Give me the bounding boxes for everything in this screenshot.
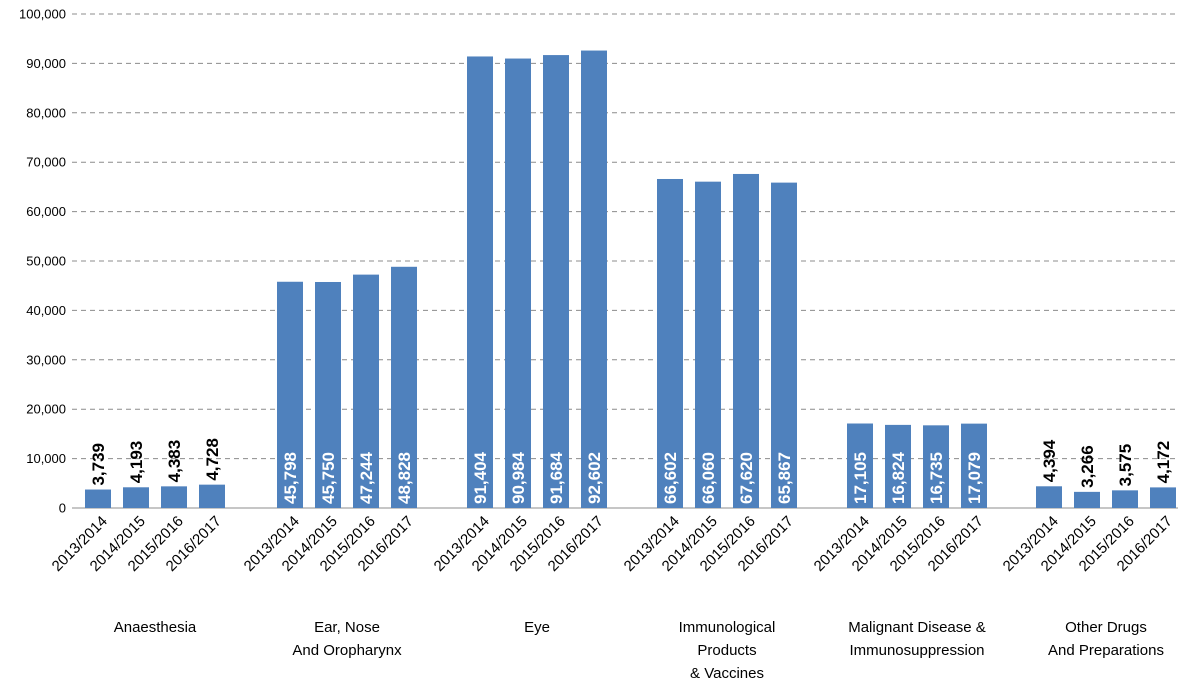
y-tick-label: 30,000	[26, 352, 66, 367]
data-label: 92,602	[585, 452, 604, 504]
bar	[657, 178, 683, 508]
bar	[1112, 490, 1138, 508]
bar	[123, 487, 149, 508]
group-label: Other Drugs And Preparations	[1048, 619, 1164, 659]
bar	[733, 173, 759, 508]
data-label: 4,193	[127, 441, 146, 484]
y-tick-label: 40,000	[26, 303, 66, 318]
data-label: 16,824	[889, 451, 908, 504]
data-label: 65,867	[775, 452, 794, 504]
gridlines	[72, 13, 1178, 509]
bar	[85, 489, 111, 508]
data-label: 90,984	[509, 451, 528, 504]
bar	[1036, 486, 1062, 508]
y-tick-label: 70,000	[26, 155, 66, 170]
data-label: 45,798	[281, 452, 300, 504]
data-label: 17,079	[965, 452, 984, 504]
y-tick-label: 100,000	[19, 7, 66, 22]
bar	[847, 423, 873, 508]
group-labels: Anaesthesia Ear, Nose And Oropharynx Eye Imm…	[114, 619, 1164, 682]
bar	[467, 56, 493, 509]
y-tick-label: 0	[59, 501, 66, 516]
bar	[161, 486, 187, 508]
data-label: 4,394	[1040, 439, 1059, 482]
data-label: 4,728	[203, 438, 222, 481]
y-tick-label: 20,000	[26, 402, 66, 417]
y-tick-label: 10,000	[26, 451, 66, 466]
bar	[199, 484, 225, 508]
bar	[885, 424, 911, 508]
group-label: Malignant Disease & Immunosuppression	[848, 619, 986, 659]
bar	[581, 50, 607, 509]
data-label: 67,620	[737, 452, 756, 504]
group-label: Ear, Nose And Oropharynx	[292, 619, 402, 659]
bar	[1074, 491, 1100, 508]
data-label: 47,244	[357, 451, 376, 504]
bar	[771, 182, 797, 509]
bar	[1150, 487, 1176, 508]
data-label: 66,602	[661, 452, 680, 504]
data-label: 3,575	[1116, 444, 1135, 487]
y-tick-label: 80,000	[26, 105, 66, 120]
data-labels: 3,739 4,193 4,383 4,728 45,798 45,750 47,244 48…	[89, 438, 1173, 504]
data-label: 16,735	[927, 452, 946, 504]
group-label: Eye	[524, 619, 550, 636]
bar	[353, 274, 379, 508]
data-label: 66,060	[699, 452, 718, 504]
data-label: 17,105	[851, 452, 870, 504]
data-label: 91,684	[547, 451, 566, 504]
bar	[923, 425, 949, 508]
bar	[391, 266, 417, 508]
y-tick-label: 60,000	[26, 204, 66, 219]
bar	[277, 281, 303, 508]
bar	[315, 281, 341, 508]
y-tick-label: 90,000	[26, 56, 66, 71]
bar	[695, 181, 721, 508]
bar	[961, 423, 987, 508]
y-tick-label: 50,000	[26, 254, 66, 269]
group-label: Anaesthesia	[114, 619, 197, 636]
group-label: Immunological Products & Vaccines	[679, 619, 776, 682]
data-label: 3,266	[1078, 445, 1097, 488]
y-axis-ticks: 0 10,000 20,000 30,000 40,000 50,000 60,000 70,…	[19, 7, 66, 516]
data-label: 91,404	[471, 451, 490, 504]
bar	[543, 55, 569, 508]
data-label: 48,828	[395, 452, 414, 504]
bars	[85, 50, 1176, 509]
data-label: 45,750	[319, 452, 338, 504]
bar	[505, 58, 531, 509]
data-label: 3,739	[89, 443, 108, 486]
data-label: 4,383	[165, 440, 184, 483]
data-label: 4,172	[1154, 441, 1173, 484]
